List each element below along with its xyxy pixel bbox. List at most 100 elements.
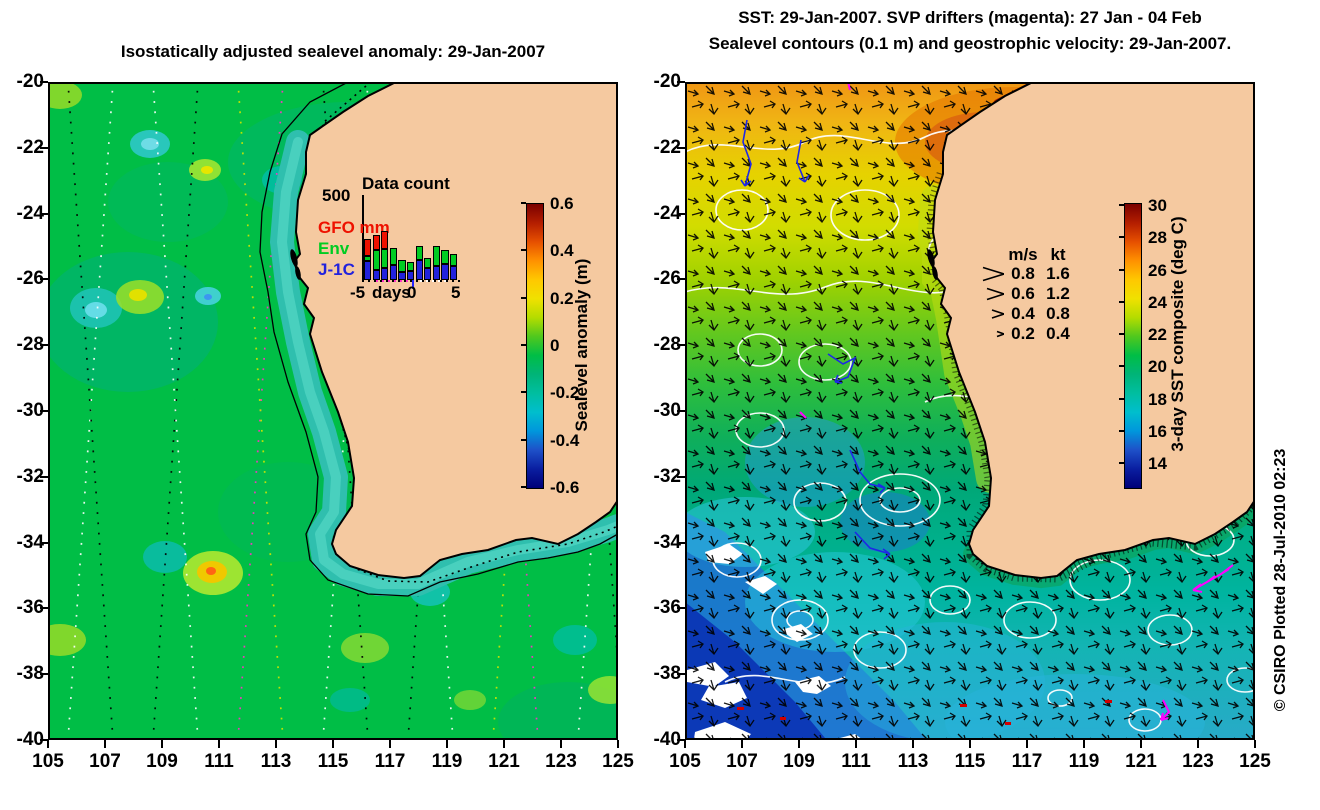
right_panel-x-tick (684, 740, 686, 748)
right_panel-y-tick (677, 146, 685, 149)
data-count-bar-GFO (372, 235, 380, 250)
right_panel-colorbar-tick-label: 24 (1148, 292, 1167, 312)
data-count-bar-Env (424, 258, 432, 268)
right_panel-x-tick-label: 113 (897, 751, 929, 772)
velocity-legend-header-ms: m/s (1008, 245, 1038, 264)
right_panel-x-tick (1026, 740, 1028, 748)
right_panel-x-tick-label: 115 (954, 751, 986, 772)
left_panel-colorbar-tick (521, 249, 526, 252)
right_panel-y-tick-label: -32 (653, 465, 681, 487)
offshore-zero-contour (259, 82, 618, 597)
data-count-bar-J-1C (424, 268, 432, 280)
right_panel-y-tick (677, 81, 685, 83)
data-count-bar-J-1C (364, 261, 372, 280)
velocity-legend-kt: 0.4 (1046, 324, 1070, 343)
left_panel-colorbar-tick-label: -0.4 (550, 430, 580, 450)
right_panel-colorbar-tick-label: 18 (1148, 389, 1167, 409)
velocity-legend-kt: 1.6 (1046, 264, 1070, 283)
left_panel-x-tick-label: 115 (317, 751, 349, 772)
left-coastline (292, 82, 618, 580)
left_panel-y-tick (40, 146, 48, 149)
right_panel-y-tick-label: -38 (653, 663, 681, 685)
right_panel-y-tick-label: -40 (653, 729, 681, 750)
data-count-bar-Env (407, 262, 415, 271)
right_panel-y-tick-label: -36 (653, 597, 681, 619)
left_panel-y-tick (40, 475, 48, 478)
left_panel-y-tick-label: -26 (16, 268, 44, 290)
velocity-legend-ms: 0.2 (1011, 324, 1035, 343)
velocity-arrow-icon (996, 330, 1004, 338)
right_panel-x-tick-label: 123 (1182, 751, 1214, 772)
right_panel-y-tick (677, 607, 685, 610)
left_panel-x-tick-label: 123 (545, 751, 577, 772)
right_panel-y-tick-label: -30 (653, 400, 681, 421)
right_panel-colorbar-tick-label: 22 (1148, 325, 1167, 344)
left_panel-colorbar-tick (521, 343, 526, 346)
data-count-baseline-white (420, 280, 448, 282)
bad-data-red-specks (737, 700, 1112, 725)
left_panel-x-tick (275, 740, 277, 748)
coastal-teal-band-light (277, 137, 618, 589)
left_panel-y-tick (40, 410, 48, 412)
data-count-bar-GFO (364, 239, 372, 256)
left_panel-x-tick-label: 113 (260, 751, 292, 772)
left_panel-x-tick (218, 740, 220, 748)
data-count-xlabel: -5 (350, 283, 366, 302)
right_panel-colorbar-tick (1119, 300, 1124, 303)
data-count-bar-J-1C (450, 266, 458, 280)
left_panel-y-tick-label: -40 (16, 729, 44, 750)
velocity-legend-kt: 0.8 (1046, 304, 1070, 323)
right_panel-colorbar-tick (1119, 204, 1124, 206)
velocity-arrow-icon (982, 266, 1004, 282)
left_panel-y-tick-label: -24 (16, 202, 44, 224)
data-count-bar-J-1C (381, 268, 389, 280)
right_panel-y-tick (677, 475, 685, 478)
data-count-bar-Env (372, 250, 380, 270)
right_panel-x-tick (1140, 740, 1142, 748)
drifter-tracks-magenta (799, 82, 1234, 721)
left_panel-colorbar-tick-label: -0.2 (550, 383, 580, 403)
left_panel-colorbar-tick (521, 438, 526, 441)
right_panel-y-tick (677, 212, 685, 215)
left_panel-colorbar-tick (521, 296, 526, 299)
left_panel-colorbar-tick-label: 0.4 (550, 241, 574, 261)
right_panel-colorbar-tick-label: 26 (1148, 260, 1167, 280)
right_panel-x-tick (912, 740, 914, 748)
left_panel-y-tick (40, 607, 48, 610)
velocity-arrow-icon (991, 309, 1004, 319)
data-count-legend-1: Env (318, 239, 350, 258)
right_panel-colorbar-tick (1119, 462, 1124, 464)
data-count-bar-Env (389, 248, 397, 265)
right_panel-y-tick-label: -28 (653, 334, 681, 356)
left_panel-y-tick (40, 541, 48, 544)
right_panel-x-tick (1083, 740, 1085, 748)
velocity-legend-kt: 1.2 (1046, 284, 1070, 303)
left_panel-y-tick (40, 212, 48, 215)
right_panel-colorbar-tick (1119, 333, 1124, 335)
data-count-legend-0: GFO mm (318, 218, 390, 237)
left_panel-x-tick-label: 119 (431, 751, 463, 772)
left_panel-colorbar-label: Sealevel anomaly (m) (572, 258, 591, 432)
data-count-bar-GFO (381, 231, 389, 249)
right-coastline (929, 82, 1255, 580)
data-count-legend-2: J-1C (318, 260, 355, 279)
left-panel-title: Isostatically adjusted sealevel anomaly:… (120, 42, 546, 61)
data-count-bar-J-1C (389, 265, 397, 280)
right_panel-y-tick (677, 673, 685, 676)
right_panel-y-tick-label: -26 (653, 268, 681, 290)
right_panel-colorbar (1124, 203, 1142, 489)
left_panel-x-tick-label: 107 (89, 751, 121, 772)
right_panel-y-tick-label: -22 (653, 136, 681, 158)
right_panel-x-tick-label: 125 (1239, 751, 1271, 772)
data-count-bar-J-1C (432, 266, 440, 280)
left_panel-x-tick (104, 740, 106, 748)
data-count-bar-Env (398, 260, 406, 272)
left_panel-colorbar-tick (521, 202, 526, 204)
left_panel-x-tick (389, 740, 391, 748)
right_panel-colorbar-tick-label: 20 (1148, 357, 1167, 377)
left_panel-colorbar (526, 203, 544, 489)
left_panel-colorbar-tick-label: -0.6 (550, 477, 580, 497)
right_panel-y-tick (677, 410, 685, 412)
data-count-zero-tick (412, 279, 414, 289)
left_panel-x-tick (161, 740, 163, 748)
